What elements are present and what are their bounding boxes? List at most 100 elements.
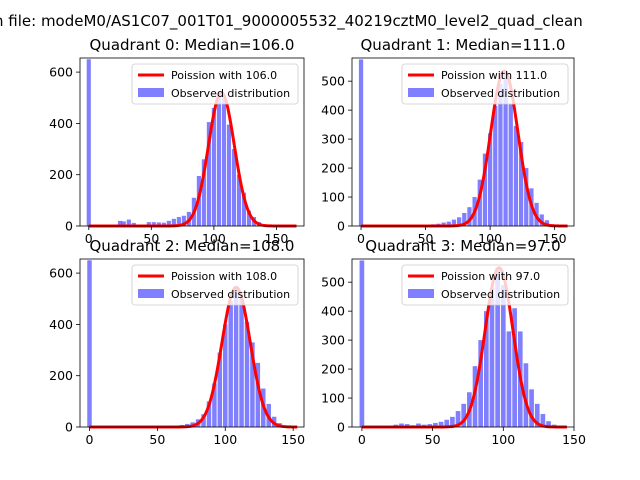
- histogram-bar: [482, 153, 488, 226]
- x-tick-label: 100: [491, 432, 515, 447]
- y-tick-label: 500: [321, 74, 345, 89]
- histogram-bar: [529, 389, 534, 427]
- legend-bar-swatch: [408, 289, 434, 298]
- y-tick-label: 300: [321, 333, 345, 348]
- histogram-bar: [489, 287, 495, 427]
- histogram-bar: [244, 321, 250, 427]
- y-tick-label: 400: [321, 103, 345, 118]
- histogram-bar: [513, 126, 519, 226]
- axes-frame: [79, 258, 305, 428]
- legend-box: [131, 63, 299, 105]
- axes-frame: [351, 57, 575, 227]
- x-tick-label: 150: [543, 231, 567, 246]
- histogram-bar: [399, 423, 404, 427]
- histogram-bar: [176, 217, 181, 226]
- x-tick-label: 0: [86, 432, 94, 447]
- histogram-bar: [462, 212, 467, 226]
- histogram-bar: [451, 219, 457, 226]
- subplot-title: Quadrant 0: Median=106.0: [90, 36, 295, 54]
- histogram-bar: [201, 414, 206, 427]
- histogram-bar: [161, 222, 166, 226]
- histogram-bar: [166, 220, 171, 226]
- histogram-bar: [416, 423, 421, 427]
- legend-label-observed: Observed distribution: [441, 288, 560, 301]
- histogram-bar: [121, 221, 126, 226]
- legend-label-poisson: Poission with 97.0: [441, 270, 540, 283]
- y-tick-label: 0: [65, 219, 73, 234]
- histogram-bar: [487, 133, 493, 226]
- histogram-bar: [206, 401, 212, 427]
- histogram-bar: [228, 301, 233, 427]
- histogram-bar: [250, 342, 255, 427]
- y-tick-label: 100: [321, 190, 345, 205]
- histogram-bar: [181, 215, 186, 226]
- histogram-bar: [223, 324, 228, 427]
- histogram-bar: [450, 416, 455, 427]
- subplot-quadrant-3: 0 50 100 150 0 100 200 300 400 500 Poission with 9…: [321, 237, 586, 447]
- legend-box: [401, 63, 569, 105]
- histogram-bar: [201, 159, 206, 226]
- legend-label-observed: Observed distribution: [171, 87, 290, 100]
- histogram-bar: [483, 311, 489, 427]
- histogram-bar: [506, 331, 512, 427]
- histogram-bar: [241, 192, 246, 226]
- y-tick-label: 500: [321, 275, 345, 290]
- histogram-bar: [546, 421, 551, 427]
- y-tick-label: 400: [321, 304, 345, 319]
- histogram-bar: [508, 104, 513, 226]
- histogram-bar: [477, 179, 482, 226]
- y-tick-label: 300: [321, 132, 345, 147]
- y-tick-label: 200: [321, 362, 345, 377]
- histogram-bar: [438, 421, 444, 427]
- legend-bar-swatch: [408, 88, 434, 97]
- histogram-bar: [231, 149, 236, 226]
- histogram-bar: [87, 260, 92, 427]
- axes-frame: [351, 258, 575, 428]
- histogram-bar: [539, 214, 544, 226]
- x-tick-label: 100: [213, 432, 237, 447]
- histogram-bar: [358, 59, 364, 227]
- y-tick-label: 600: [49, 65, 73, 80]
- histogram-bar: [221, 97, 226, 226]
- subplot-quadrant-0: 0 50 100 150 0 200 400 600 Poission with 106.0 Ob…: [49, 36, 305, 246]
- x-tick-label: 50: [425, 432, 441, 447]
- histogram-bar: [534, 403, 540, 427]
- legend-bar-swatch: [138, 88, 164, 97]
- subplot-quadrant-1: 0 50 100 150 0 100 200 300 400 500 Poission with 1…: [321, 36, 575, 246]
- x-tick-label: 50: [418, 231, 434, 246]
- histogram-bar: [236, 174, 241, 226]
- x-tick-label: 150: [265, 231, 289, 246]
- histogram-bar: [455, 411, 461, 427]
- histogram-bar: [478, 340, 484, 427]
- histogram-bar: [498, 84, 503, 226]
- legend-label-poisson: Poission with 108.0: [171, 270, 277, 283]
- histogram-bar: [467, 207, 472, 226]
- histogram-bar: [359, 260, 365, 427]
- histogram-bar: [540, 413, 546, 427]
- histogram-bar: [86, 59, 91, 227]
- histogram-bar: [444, 419, 450, 427]
- histogram-bar: [131, 222, 136, 226]
- legend-box: [131, 264, 299, 306]
- histogram-bar: [171, 218, 176, 226]
- x-tick-label: 100: [202, 231, 226, 246]
- histogram-bar: [518, 142, 524, 226]
- legend-label-poisson: Poission with 106.0: [171, 69, 277, 82]
- histogram-bar: [255, 362, 261, 427]
- legend-label-observed: Observed distribution: [441, 87, 560, 100]
- poisson-line: [88, 285, 299, 429]
- y-tick-label: 400: [49, 116, 73, 131]
- subplot-title: Quadrant 1: Median=111.0: [361, 36, 566, 54]
- x-tick-label: 0: [357, 231, 365, 246]
- subplot-title: Quadrant 2: Median=108.0: [90, 237, 295, 255]
- x-tick-label: 50: [143, 231, 159, 246]
- y-tick-label: 200: [49, 368, 73, 383]
- figure-suptitle: n file: modeM0/AS1C07_001T01_9000005532_…: [0, 12, 583, 31]
- y-tick-label: 0: [337, 420, 345, 435]
- y-tick-label: 200: [321, 161, 345, 176]
- histogram-bar: [117, 220, 123, 226]
- x-tick-label: 100: [478, 231, 502, 246]
- histogram-bar: [544, 220, 550, 226]
- y-tick-label: 0: [337, 219, 345, 234]
- histogram-bar: [211, 108, 216, 226]
